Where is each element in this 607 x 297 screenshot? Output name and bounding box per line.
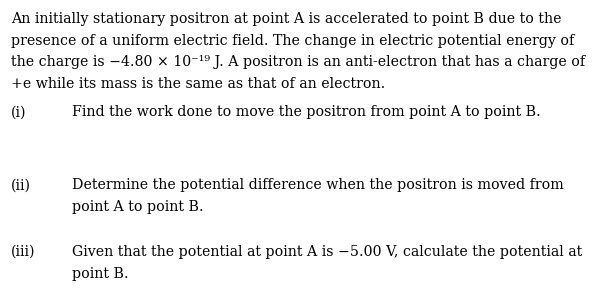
Text: (ii): (ii) (11, 178, 31, 192)
Text: presence of a uniform electric field. The change in electric potential energy of: presence of a uniform electric field. Th… (11, 34, 574, 48)
Text: +e while its mass is the same as that of an electron.: +e while its mass is the same as that of… (11, 77, 385, 91)
Text: Find the work done to move the positron from point A to point B.: Find the work done to move the positron … (72, 105, 540, 119)
Text: point A to point B.: point A to point B. (72, 200, 203, 214)
Text: Given that the potential at point A is −5.00 V, calculate the potential at: Given that the potential at point A is −… (72, 245, 582, 259)
Text: An initially stationary positron at point A is accelerated to point B due to the: An initially stationary positron at poin… (11, 12, 561, 26)
Text: the charge is −4.80 × 10⁻¹⁹ J. A positron is an anti-electron that has a charge : the charge is −4.80 × 10⁻¹⁹ J. A positro… (11, 55, 585, 69)
Text: Determine the potential difference when the positron is moved from: Determine the potential difference when … (72, 178, 563, 192)
Text: (iii): (iii) (11, 245, 35, 259)
Text: point B.: point B. (72, 267, 128, 281)
Text: (i): (i) (11, 105, 27, 119)
